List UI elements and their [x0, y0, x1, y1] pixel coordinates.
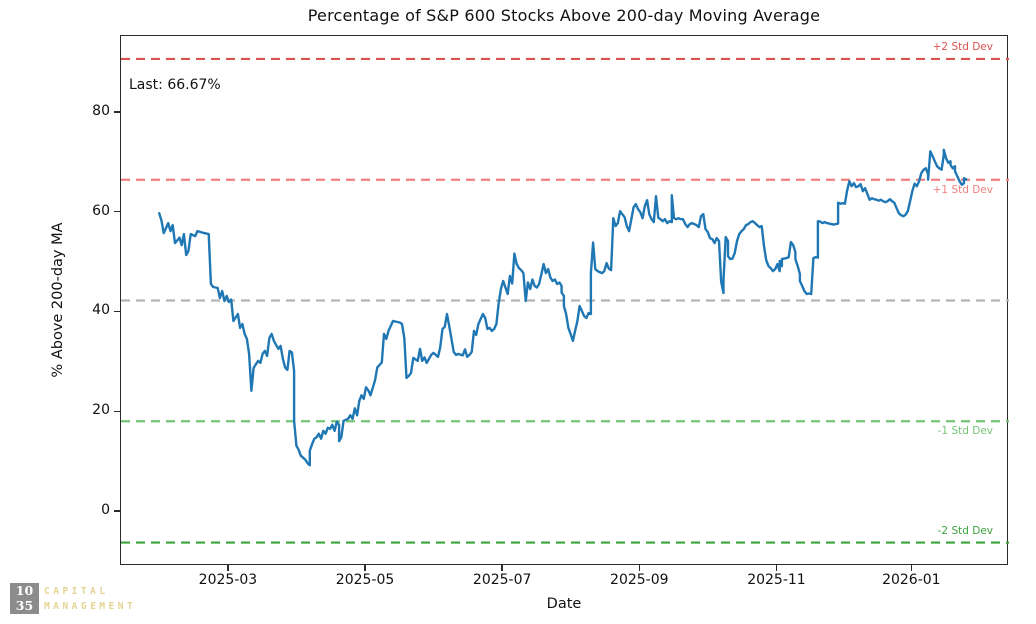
series-line [158, 148, 968, 467]
x-tick-label: 2025-05 [335, 572, 395, 588]
y-tick-label: 0 [101, 502, 110, 519]
x-tick-mark [364, 565, 366, 571]
x-axis-label: Date [546, 596, 582, 612]
y-tick-label: 80 [92, 102, 110, 119]
logo-box-line2: 35 [15, 598, 34, 613]
logo-wordmark-line2: MANAGEMENT [44, 600, 137, 612]
company-logo: 10 35 CAPITAL MANAGEMENT [10, 583, 136, 614]
x-tick-mark [638, 565, 640, 571]
last-value-annotation: Last: 66.67% [129, 77, 221, 93]
ref-line-label-+1-std-dev: +1 Std Dev [932, 183, 993, 196]
x-tick-label: 2025-07 [472, 572, 532, 588]
line-chart-canvas [121, 57, 1009, 544]
ref-line-label--1-std-dev: -1 Std Dev [937, 425, 993, 438]
y-tick-mark [114, 510, 120, 512]
x-tick-mark [910, 565, 913, 571]
y-tick-label: 60 [92, 202, 110, 219]
x-tick-label: 2025-03 [198, 572, 258, 588]
y-tick-mark [114, 410, 120, 412]
ref-line-label--2-std-dev: -2 Std Dev [937, 524, 993, 537]
logo-1035-box: 10 35 [10, 583, 39, 614]
x-tick-mark [501, 565, 503, 571]
y-tick-label: 20 [92, 402, 110, 419]
logo-box-line1: 10 [15, 583, 34, 598]
y-tick-mark [114, 111, 120, 113]
x-tick-label: 2026-01 [882, 572, 941, 588]
x-tick-mark [775, 565, 778, 571]
y-tick-mark [114, 310, 120, 313]
plot-area [120, 35, 1009, 565]
chart-title: Percentage of S&P 600 Stocks Above 200-d… [307, 6, 821, 25]
logo-wordmark-line1: CAPITAL [44, 585, 109, 597]
ref-line-label-+2-std-dev: +2 Std Dev [932, 40, 993, 53]
x-tick-label: 2025-11 [747, 572, 806, 588]
x-tick-mark [227, 565, 229, 571]
y-tick-mark [114, 210, 120, 213]
y-tick-label: 40 [92, 302, 110, 319]
y-axis-label: % Above 200-day MA [50, 222, 66, 378]
x-tick-label: 2025-09 [610, 572, 669, 588]
logo-wordmark: CAPITAL MANAGEMENT [44, 584, 136, 614]
